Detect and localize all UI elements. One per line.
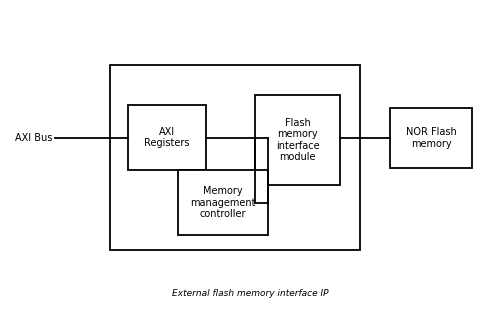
Bar xyxy=(128,105,206,170)
Text: Flash
memory
interface
module: Flash memory interface module xyxy=(276,118,320,163)
Bar xyxy=(178,170,268,235)
Bar xyxy=(390,108,472,168)
Text: External flash memory interface IP: External flash memory interface IP xyxy=(172,290,328,299)
Text: AXI Bus: AXI Bus xyxy=(14,133,52,143)
Text: NOR Flash
memory: NOR Flash memory xyxy=(406,127,456,149)
Text: Memory
management
controller: Memory management controller xyxy=(190,186,256,219)
Bar xyxy=(255,95,340,185)
Bar xyxy=(110,65,360,250)
Text: AXI
Registers: AXI Registers xyxy=(144,127,190,148)
